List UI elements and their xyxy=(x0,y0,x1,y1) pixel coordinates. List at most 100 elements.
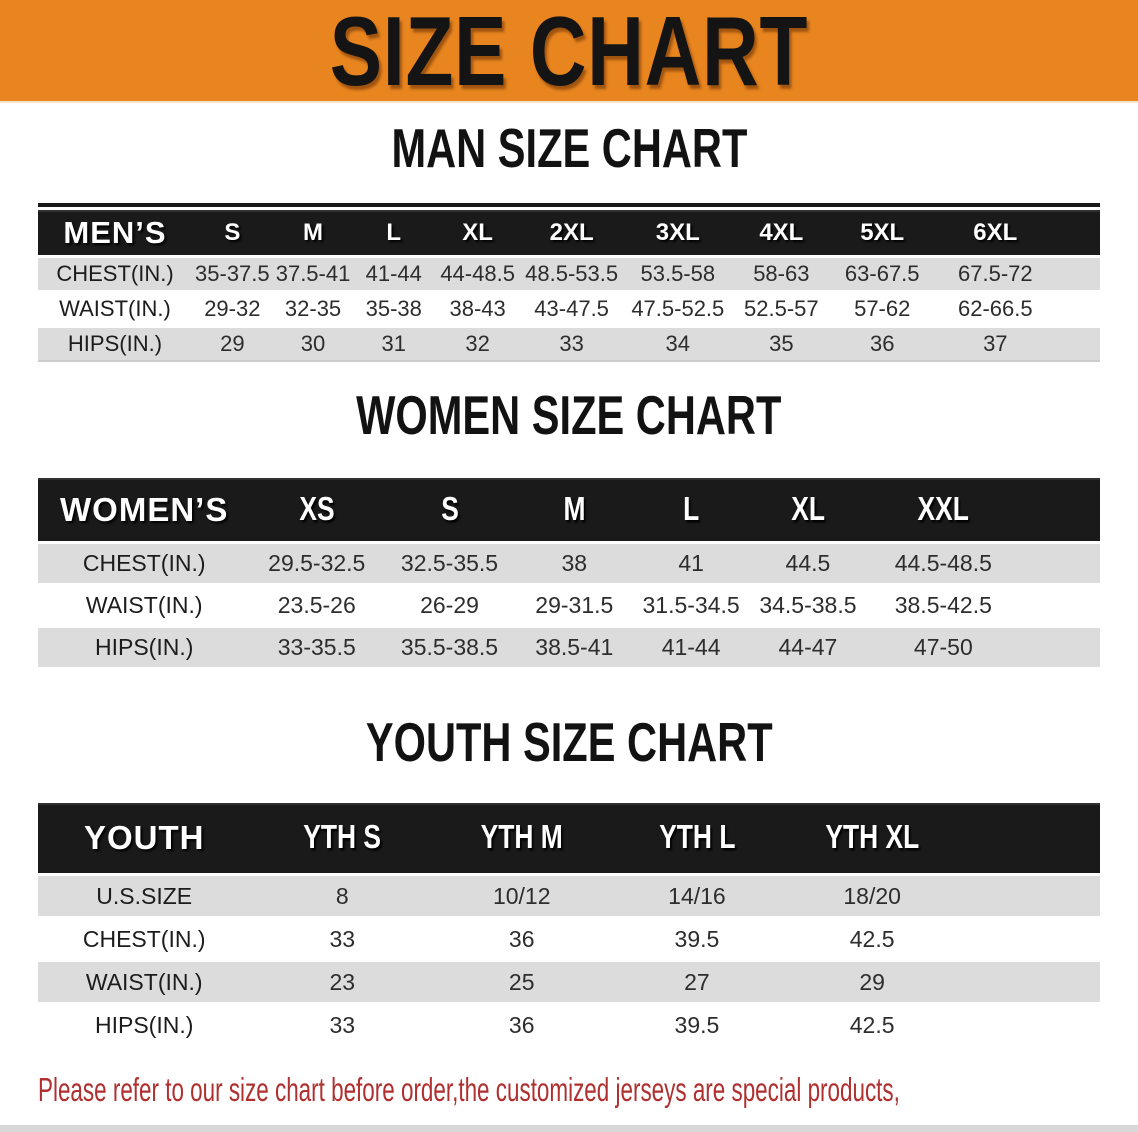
men-column-header-3: L xyxy=(353,210,435,257)
men-size-value-cell: 35 xyxy=(733,325,830,360)
women-row-label-1: CHEST(IN.) xyxy=(38,541,251,585)
filler-cell xyxy=(1055,255,1100,292)
youth-size-table: YOUTH YTH S YTH M YTH L YTH XL U.S.SIZE 8 10/12… xyxy=(38,803,1100,1045)
youth-size-value-cell: 33 xyxy=(250,1002,435,1045)
men-column-header-1: S xyxy=(191,210,273,257)
women-size-value-cell: 29.5-32.5 xyxy=(250,541,384,585)
men-size-value-cell: 63-67.5 xyxy=(829,255,936,292)
youth-row-label-2: CHEST(IN.) xyxy=(38,916,251,961)
filler-cell xyxy=(1020,625,1100,667)
men-size-value-cell: 35-38 xyxy=(353,290,435,327)
women-size-value-cell: 44-47 xyxy=(749,625,867,667)
men-table-title-cell: MEN’S xyxy=(38,210,192,257)
women-column-header-text: L xyxy=(683,490,700,528)
women-column-header-1: XS xyxy=(250,478,384,543)
filler-cell xyxy=(959,959,1100,1004)
women-column-header-4: L xyxy=(632,478,750,543)
men-size-value-cell: 35-37.5 xyxy=(191,255,273,292)
men-size-value-cell: 34 xyxy=(622,325,734,360)
men-section-heading-text: MAN SIZE CHART xyxy=(391,118,747,180)
women-table-row-1: CHEST(IN.) 29.5-32.5 32.5-35.5 38 41 44.5 44.5… xyxy=(38,541,1100,585)
women-size-value-cell: 33-35.5 xyxy=(250,625,384,667)
women-size-value-cell: 41-44 xyxy=(632,625,750,667)
filler-cell xyxy=(1020,541,1100,585)
men-size-value-cell: 41-44 xyxy=(353,255,435,292)
men-size-value-cell: 37 xyxy=(935,325,1056,360)
women-table-title-cell: WOMEN’S xyxy=(38,478,251,543)
youth-size-value-cell: 29 xyxy=(784,959,960,1004)
men-table-row-1: CHEST(IN.) 35-37.5 37.5-41 41-44 44-48.5 48.5… xyxy=(38,255,1100,292)
youth-column-header-4: YTH XL xyxy=(784,803,960,875)
women-table-row-2: WAIST(IN.) 23.5-26 26-29 29-31.5 31.5-34.5 34… xyxy=(38,583,1100,627)
women-size-value-cell: 44.5 xyxy=(749,541,867,585)
youth-column-header-1: YTH S xyxy=(250,803,435,875)
men-table-wrapper: MEN’S S M L XL 2XL 3XL 4XL 5XL 6XL CHEST(IN.) 35-37… xyxy=(38,203,1100,362)
charts-container: MAN SIZE CHART MEN’S S M L XL 2XL 3XL 4XL 5XL 6XL C… xyxy=(0,103,1138,1045)
men-size-value-cell: 29-32 xyxy=(191,290,273,327)
youth-table-title-cell: YOUTH xyxy=(38,803,251,875)
women-size-value-cell: 31.5-34.5 xyxy=(632,583,750,627)
youth-row-label-3: WAIST(IN.) xyxy=(38,959,251,1004)
filler-cell xyxy=(959,803,1100,875)
women-row-label-3: HIPS(IN.) xyxy=(38,625,251,667)
filler-cell xyxy=(959,1002,1100,1045)
men-size-value-cell: 31 xyxy=(353,325,435,360)
women-table-header-row: WOMEN’S XS S M L XL XXL xyxy=(38,478,1100,543)
men-size-value-cell: 32 xyxy=(434,325,522,360)
women-size-value-cell: 23.5-26 xyxy=(250,583,384,627)
men-size-value-cell: 53.5-58 xyxy=(622,255,734,292)
footer-note-line-1: Please refer to our size chart before or… xyxy=(38,1069,1138,1118)
women-column-header-text: M xyxy=(563,490,586,528)
women-row-label-2: WAIST(IN.) xyxy=(38,583,251,627)
youth-column-header-3: YTH L xyxy=(609,803,785,875)
men-section-heading: MAN SIZE CHART xyxy=(0,103,1138,203)
youth-size-chart-section: YOUTH SIZE CHART YOUTH YTH S YTH M YTH L YTH … xyxy=(0,667,1138,1045)
banner-title: SIZE CHART xyxy=(329,0,809,106)
men-row-label-2: WAIST(IN.) xyxy=(38,290,192,327)
men-size-value-cell: 67.5-72 xyxy=(935,255,1056,292)
men-size-table: MEN’S S M L XL 2XL 3XL 4XL 5XL 6XL CHEST(IN.) 35-37… xyxy=(38,210,1100,360)
men-row-label-3: HIPS(IN.) xyxy=(38,325,192,360)
youth-column-header-2: YTH M xyxy=(434,803,610,875)
men-column-header-7: 4XL xyxy=(733,210,830,257)
men-table-row-3: HIPS(IN.) 29 30 31 32 33 34 35 36 37 xyxy=(38,325,1100,360)
youth-table-wrapper: YOUTH YTH S YTH M YTH L YTH XL U.S.SIZE 8 10/12… xyxy=(38,803,1100,1045)
youth-table-row-2: CHEST(IN.) 33 36 39.5 42.5 xyxy=(38,916,1100,961)
youth-size-value-cell: 42.5 xyxy=(784,916,960,961)
men-size-value-cell: 57-62 xyxy=(829,290,936,327)
youth-size-value-cell: 18/20 xyxy=(784,873,960,918)
women-column-header-3: M xyxy=(515,478,633,543)
men-size-value-cell: 38-43 xyxy=(434,290,522,327)
women-size-chart-section: WOMEN SIZE CHART WOMEN’S XS S M L XL XXL CHEST(I… xyxy=(0,362,1138,667)
men-size-value-cell: 58-63 xyxy=(733,255,830,292)
youth-size-value-cell: 39.5 xyxy=(609,1002,785,1045)
youth-size-value-cell: 23 xyxy=(250,959,435,1004)
women-column-header-text: S xyxy=(440,490,459,528)
women-size-value-cell: 41 xyxy=(632,541,750,585)
youth-size-value-cell: 14/16 xyxy=(609,873,785,918)
women-size-value-cell: 38.5-41 xyxy=(515,625,633,667)
bottom-strip xyxy=(0,1125,1138,1132)
filler-cell xyxy=(1020,478,1100,543)
women-size-value-cell: 38 xyxy=(515,541,633,585)
men-size-value-cell: 29 xyxy=(191,325,273,360)
youth-section-heading-text: YOUTH SIZE CHART xyxy=(365,712,773,774)
men-row-label-1: CHEST(IN.) xyxy=(38,255,192,292)
women-size-table: WOMEN’S XS S M L XL XXL CHEST(IN.) 29.5-32.5 32.5… xyxy=(38,478,1100,667)
youth-section-heading: YOUTH SIZE CHART xyxy=(0,667,1138,803)
men-size-value-cell: 47.5-52.5 xyxy=(622,290,734,327)
filler-cell xyxy=(1055,325,1100,360)
women-table-wrapper: WOMEN’S XS S M L XL XXL CHEST(IN.) 29.5-32.5 32.5… xyxy=(38,478,1100,667)
men-table-row-2: WAIST(IN.) 29-32 32-35 35-38 38-43 43-47.5 47.… xyxy=(38,290,1100,327)
youth-table-row-3: WAIST(IN.) 23 25 27 29 xyxy=(38,959,1100,1004)
men-column-header-8: 5XL xyxy=(829,210,936,257)
footer-note-text-1: Please refer to our size chart before or… xyxy=(38,1071,900,1108)
filler-cell xyxy=(1055,290,1100,327)
women-size-value-cell: 34.5-38.5 xyxy=(749,583,867,627)
women-section-heading: WOMEN SIZE CHART xyxy=(0,362,1138,478)
filler-cell xyxy=(959,916,1100,961)
filler-cell xyxy=(959,873,1100,918)
youth-table-row-1: U.S.SIZE 8 10/12 14/16 18/20 xyxy=(38,873,1100,918)
youth-row-label-1: U.S.SIZE xyxy=(38,873,251,918)
men-size-value-cell: 48.5-53.5 xyxy=(521,255,623,292)
